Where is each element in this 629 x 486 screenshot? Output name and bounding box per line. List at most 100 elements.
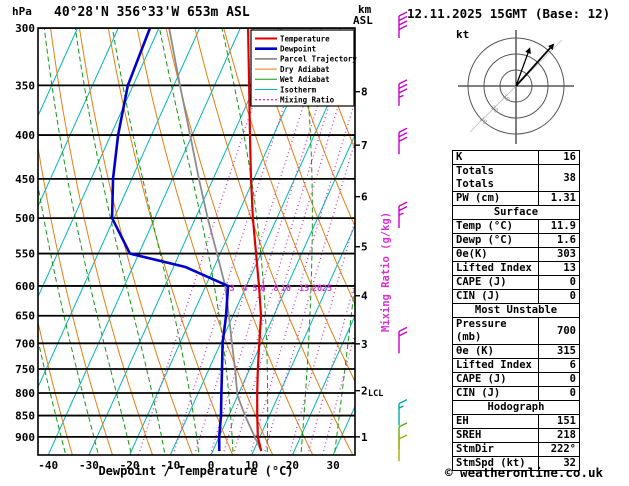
plot-frame (37, 27, 356, 456)
legend-item-label: Wet Adiabat (280, 75, 330, 84)
table-row: Most Unstable (452, 303, 580, 318)
km-tick-label: 1 (361, 431, 368, 444)
temp-tick-label: -30 (79, 459, 99, 472)
wind-barb-feather (398, 326, 408, 332)
hodograph-vector (515, 47, 551, 87)
table-value: 1.31 (538, 191, 580, 206)
table-row: EH 151 (452, 414, 580, 429)
pressure-tick-label: 700 (15, 337, 35, 350)
table-value: 0 (538, 386, 580, 401)
wind-barb-feather (398, 83, 408, 89)
pressure-tick-label: 500 (15, 212, 35, 225)
pressure-tick-label: 900 (15, 431, 35, 444)
hodograph-ring-label: 30 (478, 116, 488, 126)
hodograph-ring (499, 69, 533, 103)
dry-adiabat-line (281, 28, 355, 228)
wind-barb (398, 398, 408, 426)
table-section-header: Most Unstable (452, 303, 580, 318)
table-value: 6 (538, 358, 580, 373)
wind-barb-feather (398, 331, 408, 337)
footer-credit: © weatheronline.co.uk (445, 465, 604, 480)
table-value: 1.6 (538, 233, 580, 248)
wind-barb (398, 201, 408, 229)
mixing-ratio-value-label: 10 (281, 284, 291, 294)
isotherm-line (38, 28, 79, 118)
table-value: 32 (538, 456, 580, 471)
mixing-ratio-value-label: 4 (242, 284, 247, 294)
isotherm-line (38, 28, 201, 389)
table-value: 700 (538, 317, 580, 345)
table-value: 303 (538, 247, 580, 262)
table-row: StmSpd (kt) 32 (452, 456, 580, 471)
table-row: Temp (°C) 11.9 (452, 219, 580, 234)
table-label: Dewp (°C) (452, 233, 539, 248)
table-value: 11.9 (538, 219, 580, 234)
hodograph-unit-label: kt (456, 28, 470, 41)
dewpoint-line (110, 28, 230, 452)
table-label: θe(K) (452, 247, 539, 262)
dry-adiabat-line (136, 28, 274, 455)
wind-barb-feather (398, 11, 408, 17)
wind-barb-feather (398, 132, 408, 138)
table-row: CAPE (J) 0 (452, 275, 580, 290)
pressure-tick-label: 300 (15, 22, 35, 35)
mixing-ratio-value-label: 6 (260, 284, 265, 294)
hodograph-ring-label: 10 (501, 93, 511, 103)
temp-tick-label: -10 (160, 459, 180, 472)
dry-adiabat-line (38, 319, 73, 455)
table-row: PW (cm) 1.31 (452, 191, 580, 206)
table-row: CAPE (J) 0 (452, 372, 580, 387)
table-label: CIN (J) (452, 386, 539, 401)
wind-barb-feather (398, 201, 408, 207)
parcel-trajectory-line (168, 28, 263, 452)
pressure-tick-label: 550 (15, 248, 35, 261)
table-label: Lifted Index (452, 261, 539, 276)
wind-barb-feather (398, 24, 408, 31)
isotherm-line (291, 314, 355, 455)
table-value: 0 (538, 275, 580, 290)
isotherm-line (210, 133, 355, 455)
pressure-tick-label: 650 (15, 310, 35, 323)
x-axis-label: Dewpoint / Temperature (°C) (98, 464, 294, 478)
km-tick-label: 6 (361, 191, 368, 204)
table-label: Pressure (mb) (452, 317, 539, 345)
station-title: 40°28'N 356°33'W 653m ASL (54, 5, 250, 20)
mixing-ratio-value-label: 5 (252, 284, 257, 294)
isotherm-line (251, 224, 355, 455)
wind-barb-half-feather (398, 212, 404, 216)
table-row: θe(K) 303 (452, 247, 580, 262)
table-row: SREH 218 (452, 428, 580, 443)
pressure-tick-label: 450 (15, 173, 35, 186)
table-section-header: Hodograph (452, 400, 580, 415)
temp-tick-label: 0 (208, 459, 215, 472)
table-row: Surface (452, 205, 580, 220)
mixing-ratio-value-label: 15 (299, 284, 309, 294)
legend-item-label: Mixing Ratio (280, 96, 335, 105)
table-row: K 16 (452, 150, 580, 165)
wind-barb (398, 326, 408, 354)
table-value: 218 (538, 428, 580, 443)
wind-barb-feather (398, 398, 408, 405)
mixing-ratio-line (172, 28, 310, 455)
table-value: 0 (538, 289, 580, 304)
table-label: Temp (°C) (452, 219, 539, 234)
hodograph-vector (515, 52, 529, 87)
table-label: K (452, 150, 539, 165)
profiles (110, 28, 263, 452)
table-label: CAPE (J) (452, 372, 539, 387)
temperature-line (246, 28, 263, 452)
table-label: Totals Totals (452, 164, 539, 192)
pressure-unit-label: hPa (12, 5, 32, 18)
wind-barb-feather (398, 136, 408, 142)
km-tick-label: 4 (361, 290, 368, 303)
temp-tick-label: -20 (120, 459, 140, 472)
legend-box (250, 29, 355, 107)
hodograph-ring-label: 20 (489, 105, 499, 115)
table-row: Lifted Index 6 (452, 358, 580, 373)
dry-adiabat-line (309, 28, 355, 151)
wind-barb (398, 11, 408, 38)
wind-barb-half-feather (398, 94, 404, 98)
legend-item-label: Parcel Trajectory (280, 55, 357, 64)
